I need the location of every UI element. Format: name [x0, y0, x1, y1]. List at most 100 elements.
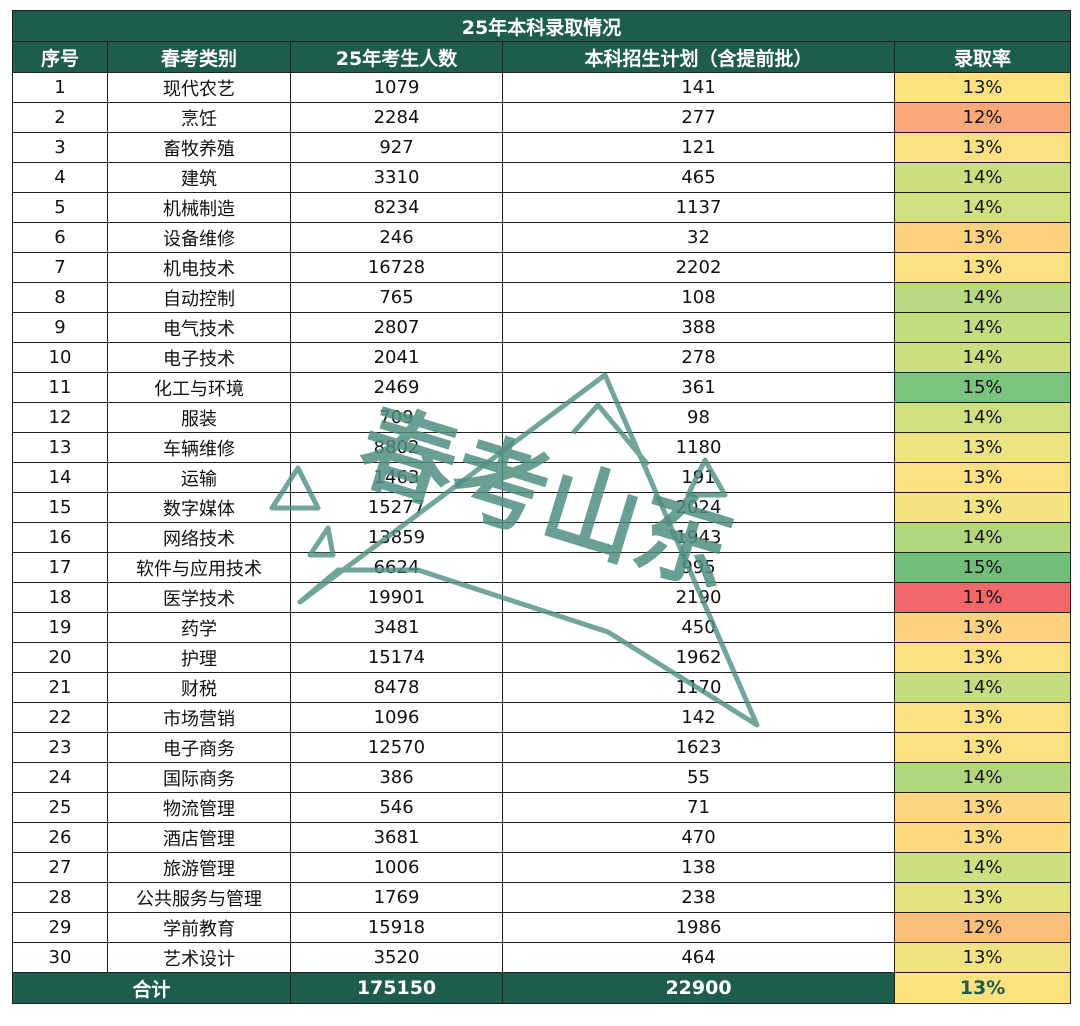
cell-category: 烹饪: [107, 102, 291, 133]
cell-serial: 21: [12, 672, 108, 703]
cell-category: 物流管理: [107, 792, 291, 823]
cell-plan: 191: [502, 462, 895, 493]
cell-serial: 20: [12, 642, 108, 673]
cell-plan: 470: [502, 822, 895, 853]
admission-table: 25年本科录取情况 序号 春考类别 25年考生人数 本科招生计划（含提前批） 录…: [11, 10, 1072, 1004]
table-row: 19 药学 3481 450 13%: [12, 612, 1072, 643]
cell-plan: 108: [502, 282, 895, 313]
cell-serial: 6: [12, 222, 108, 253]
cell-students: 3481: [290, 612, 503, 643]
cell-rate: 12%: [893, 912, 1072, 943]
cell-category: 运输: [107, 462, 291, 493]
table-row: 29 学前教育 15918 1986 12%: [12, 912, 1072, 943]
cell-students: 546: [290, 792, 503, 823]
cell-plan: 55: [502, 762, 895, 793]
cell-category: 网络技术: [107, 522, 291, 553]
cell-plan: 465: [502, 162, 895, 193]
header-serial: 序号: [12, 41, 108, 73]
cell-students: 1769: [290, 882, 503, 913]
cell-serial: 27: [12, 852, 108, 883]
cell-plan: 2024: [502, 492, 895, 523]
cell-students: 1006: [290, 852, 503, 883]
table-row: 17 软件与应用技术 6624 995 15%: [12, 552, 1072, 583]
cell-students: 19901: [290, 582, 503, 613]
cell-plan: 121: [502, 132, 895, 163]
cell-rate: 13%: [893, 432, 1072, 463]
cell-serial: 13: [12, 432, 108, 463]
cell-rate: 14%: [893, 762, 1072, 793]
cell-students: 765: [290, 282, 503, 313]
cell-category: 电气技术: [107, 312, 291, 343]
table-row: 26 酒店管理 3681 470 13%: [12, 822, 1072, 853]
cell-serial: 7: [12, 252, 108, 283]
table-row: 30 艺术设计 3520 464 13%: [12, 942, 1072, 973]
cell-students: 246: [290, 222, 503, 253]
cell-serial: 14: [12, 462, 108, 493]
header-category: 春考类别: [107, 41, 291, 73]
cell-students: 2284: [290, 102, 503, 133]
cell-plan: 2190: [502, 582, 895, 613]
table-row: 13 车辆维修 8802 1180 13%: [12, 432, 1072, 463]
table-row: 11 化工与环境 2469 361 15%: [12, 372, 1072, 403]
cell-students: 15277: [290, 492, 503, 523]
cell-category: 电子技术: [107, 342, 291, 373]
total-label: 合计: [12, 972, 291, 1004]
cell-rate: 14%: [893, 342, 1072, 373]
table-row: 16 网络技术 13859 1943 14%: [12, 522, 1072, 553]
cell-plan: 2202: [502, 252, 895, 283]
cell-category: 化工与环境: [107, 372, 291, 403]
cell-category: 市场营销: [107, 702, 291, 733]
table-row: 14 运输 1463 191 13%: [12, 462, 1072, 493]
cell-students: 12570: [290, 732, 503, 763]
cell-serial: 12: [12, 402, 108, 433]
cell-serial: 24: [12, 762, 108, 793]
cell-category: 设备维修: [107, 222, 291, 253]
cell-rate: 13%: [893, 792, 1072, 823]
cell-plan: 278: [502, 342, 895, 373]
cell-plan: 1170: [502, 672, 895, 703]
table-row: 20 护理 15174 1962 13%: [12, 642, 1072, 673]
header-rate: 录取率: [893, 41, 1072, 73]
cell-plan: 361: [502, 372, 895, 403]
cell-category: 畜牧养殖: [107, 132, 291, 163]
cell-category: 机械制造: [107, 192, 291, 223]
cell-rate: 11%: [893, 582, 1072, 613]
cell-students: 2469: [290, 372, 503, 403]
cell-category: 数字媒体: [107, 492, 291, 523]
cell-rate: 14%: [893, 522, 1072, 553]
table-row: 23 电子商务 12570 1623 13%: [12, 732, 1072, 763]
total-plan: 22900: [502, 972, 895, 1004]
table-row: 9 电气技术 2807 388 14%: [12, 312, 1072, 343]
cell-category: 软件与应用技术: [107, 552, 291, 583]
cell-serial: 18: [12, 582, 108, 613]
cell-rate: 14%: [893, 672, 1072, 703]
cell-plan: 1986: [502, 912, 895, 943]
total-row: 合计 175150 22900 13%: [12, 972, 1072, 1004]
cell-rate: 13%: [893, 612, 1072, 643]
cell-serial: 19: [12, 612, 108, 643]
cell-plan: 238: [502, 882, 895, 913]
total-students: 175150: [290, 972, 503, 1004]
header-plan: 本科招生计划（含提前批）: [502, 41, 895, 73]
cell-serial: 16: [12, 522, 108, 553]
cell-students: 16728: [290, 252, 503, 283]
cell-serial: 11: [12, 372, 108, 403]
cell-category: 现代农艺: [107, 72, 291, 103]
cell-category: 药学: [107, 612, 291, 643]
cell-students: 1079: [290, 72, 503, 103]
cell-students: 2807: [290, 312, 503, 343]
cell-plan: 1623: [502, 732, 895, 763]
cell-rate: 15%: [893, 372, 1072, 403]
cell-rate: 13%: [893, 492, 1072, 523]
table-row: 6 设备维修 246 32 13%: [12, 222, 1072, 253]
table-row: 15 数字媒体 15277 2024 13%: [12, 492, 1072, 523]
cell-category: 学前教育: [107, 912, 291, 943]
cell-students: 1096: [290, 702, 503, 733]
cell-rate: 13%: [893, 822, 1072, 853]
cell-category: 建筑: [107, 162, 291, 193]
cell-serial: 17: [12, 552, 108, 583]
cell-rate: 14%: [893, 162, 1072, 193]
cell-category: 艺术设计: [107, 942, 291, 973]
cell-students: 1463: [290, 462, 503, 493]
cell-students: 3681: [290, 822, 503, 853]
